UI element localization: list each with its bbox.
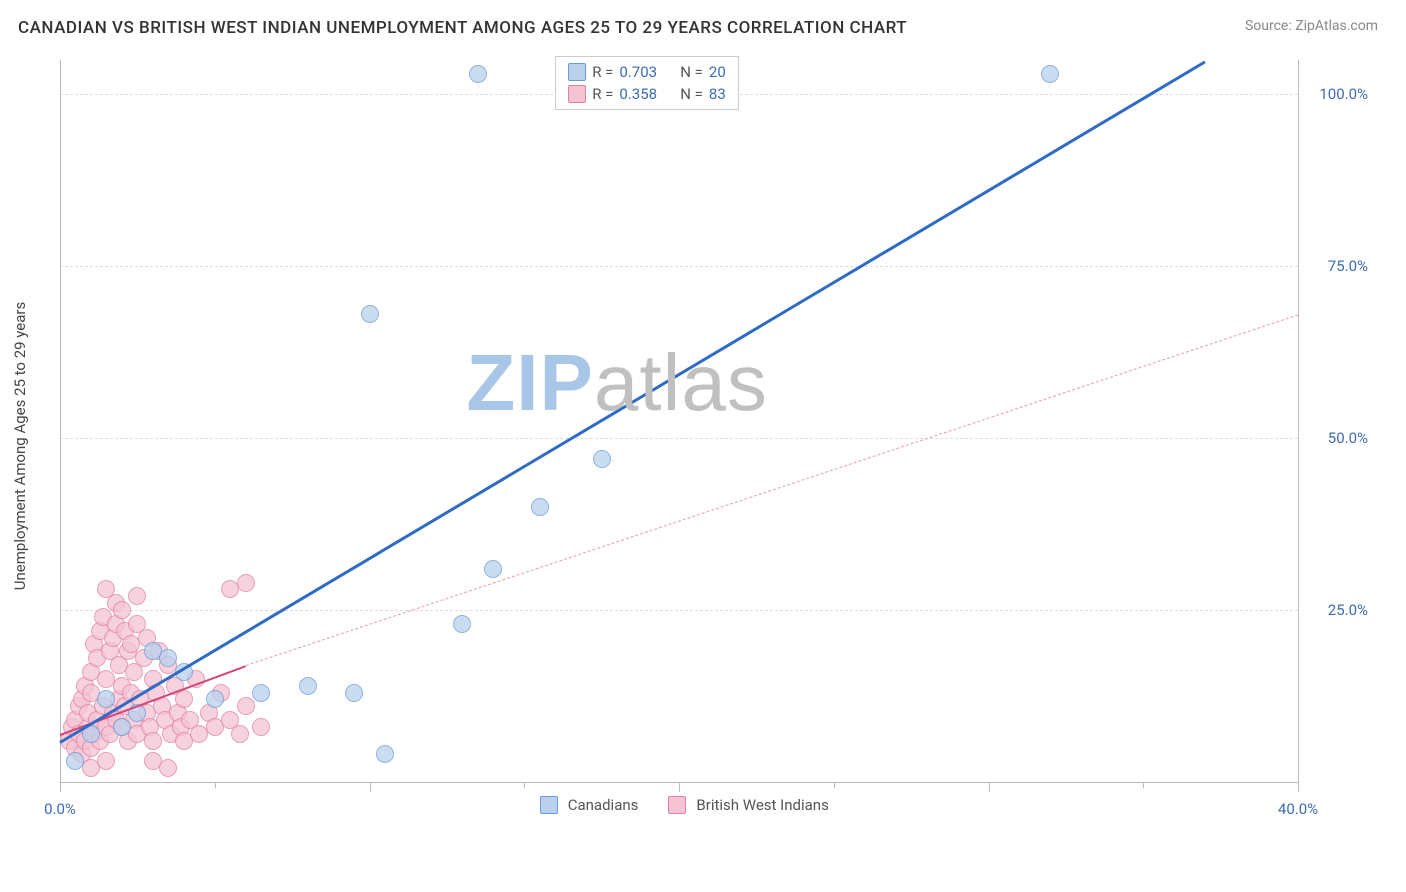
correlation-legend: R = 0.703 N = 20 R = 0.358 N = 83 bbox=[555, 56, 739, 110]
x-tick-label: 0.0% bbox=[44, 800, 76, 818]
data-point bbox=[159, 759, 177, 777]
data-point bbox=[593, 450, 611, 468]
series-legend: Canadians British West Indians bbox=[540, 796, 849, 814]
chart-title: CANADIAN VS BRITISH WEST INDIAN UNEMPLOY… bbox=[18, 18, 907, 38]
y-axis bbox=[60, 60, 61, 782]
r-label: R = bbox=[592, 85, 613, 103]
data-point bbox=[237, 574, 255, 592]
n-value: 83 bbox=[709, 85, 726, 103]
x-tick-minor bbox=[1143, 782, 1144, 788]
x-tick-major bbox=[60, 782, 61, 792]
plot-region: 25.0%50.0%75.0%100.0%0.0%40.0%ZIPatlas R… bbox=[60, 50, 1378, 842]
data-point bbox=[113, 601, 131, 619]
data-point bbox=[237, 697, 255, 715]
legend-row: R = 0.703 N = 20 bbox=[568, 61, 726, 83]
data-point bbox=[231, 725, 249, 743]
data-point bbox=[299, 677, 317, 695]
y-tick-label: 75.0% bbox=[1308, 257, 1368, 275]
data-point bbox=[469, 65, 487, 83]
r-value: 0.703 bbox=[619, 63, 657, 81]
source-label: Source: bbox=[1245, 18, 1292, 34]
n-label: N = bbox=[680, 85, 703, 103]
x-tick-major bbox=[679, 782, 680, 792]
chart-area: Unemployment Among Ages 25 to 29 years 2… bbox=[60, 50, 1378, 842]
grid-line bbox=[60, 610, 1298, 611]
n-value: 20 bbox=[709, 63, 726, 81]
data-point bbox=[206, 690, 224, 708]
data-point bbox=[345, 684, 363, 702]
legend-swatch bbox=[568, 63, 586, 81]
source-value: ZipAtlas.com bbox=[1295, 18, 1378, 34]
legend-label: Canadians bbox=[568, 796, 639, 814]
data-point bbox=[144, 732, 162, 750]
data-point bbox=[252, 684, 270, 702]
legend-swatch bbox=[668, 796, 686, 814]
legend-label: British West Indians bbox=[696, 796, 828, 814]
data-point bbox=[175, 690, 193, 708]
x-tick-major bbox=[989, 782, 990, 792]
y-tick-label: 100.0% bbox=[1308, 85, 1368, 103]
data-point bbox=[484, 560, 502, 578]
y-axis-label: Unemployment Among Ages 25 to 29 years bbox=[11, 302, 29, 590]
grid-line bbox=[60, 438, 1298, 439]
r-value: 0.358 bbox=[619, 85, 657, 103]
legend-row: R = 0.358 N = 83 bbox=[568, 83, 726, 105]
data-point bbox=[361, 305, 379, 323]
data-point bbox=[128, 587, 146, 605]
x-tick-major bbox=[1298, 782, 1299, 792]
y-tick-label: 25.0% bbox=[1308, 601, 1368, 619]
legend-swatch bbox=[540, 796, 558, 814]
y-tick-label: 50.0% bbox=[1308, 429, 1368, 447]
data-point bbox=[66, 752, 84, 770]
data-point bbox=[531, 498, 549, 516]
x-tick-minor bbox=[215, 782, 216, 788]
x-tick-label: 40.0% bbox=[1278, 800, 1318, 818]
source-attribution: Source: ZipAtlas.com bbox=[1245, 18, 1378, 34]
data-point bbox=[97, 752, 115, 770]
watermark: ZIPatlas bbox=[466, 337, 767, 429]
data-point bbox=[1041, 65, 1059, 83]
x-tick-minor bbox=[524, 782, 525, 788]
x-tick-minor bbox=[834, 782, 835, 788]
data-point bbox=[252, 718, 270, 736]
n-label: N = bbox=[680, 63, 703, 81]
legend-swatch bbox=[568, 85, 586, 103]
data-point bbox=[453, 615, 471, 633]
grid-line bbox=[60, 266, 1298, 267]
x-tick-major bbox=[370, 782, 371, 792]
y-axis-right bbox=[1298, 60, 1299, 782]
data-point bbox=[159, 649, 177, 667]
data-point bbox=[113, 718, 131, 736]
r-label: R = bbox=[592, 63, 613, 81]
trend-line bbox=[246, 314, 1299, 666]
data-point bbox=[97, 690, 115, 708]
data-point bbox=[376, 745, 394, 763]
